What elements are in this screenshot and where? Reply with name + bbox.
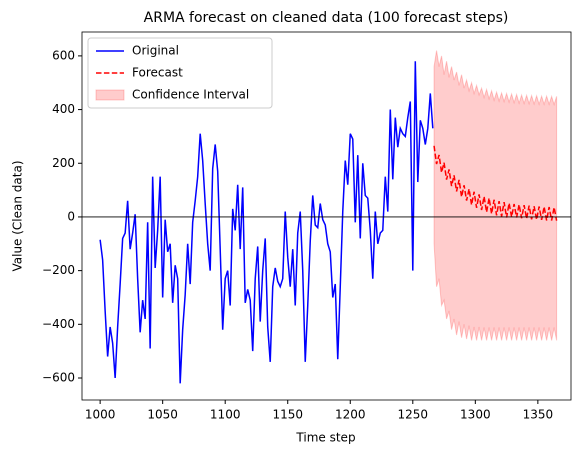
chart-title: ARMA forecast on cleaned data (100 forec… bbox=[144, 10, 509, 26]
x-tick-label: 1100 bbox=[210, 408, 241, 422]
x-tick-label: 1000 bbox=[85, 408, 116, 422]
y-tick-label: 200 bbox=[52, 156, 75, 170]
y-tick-label: 0 bbox=[67, 209, 75, 223]
legend-label: Original bbox=[132, 44, 179, 58]
x-axis-label: Time step bbox=[295, 431, 355, 445]
y-tick-label: 400 bbox=[52, 102, 75, 116]
x-tick-label: 1200 bbox=[335, 408, 366, 422]
y-tick-label: 600 bbox=[52, 48, 75, 62]
legend-box bbox=[87, 37, 273, 109]
y-tick-label: −400 bbox=[42, 317, 75, 331]
x-tick-label: 1350 bbox=[523, 408, 554, 422]
x-tick-label: 1150 bbox=[272, 408, 303, 422]
y-tick-label: −600 bbox=[42, 370, 75, 384]
y-axis-label: Value (Clean data) bbox=[11, 160, 25, 271]
x-tick-label: 1300 bbox=[460, 408, 491, 422]
plot-frame bbox=[81, 31, 572, 401]
legend-label: Forecast bbox=[132, 66, 183, 80]
y-tick-label: −200 bbox=[42, 263, 75, 277]
legend-label: Confidence Interval bbox=[132, 88, 249, 102]
confidence-band bbox=[433, 50, 558, 341]
x-tick-label: 1250 bbox=[398, 408, 429, 422]
data-line bbox=[99, 61, 434, 384]
legend-swatch bbox=[95, 89, 125, 101]
forecast-line bbox=[433, 145, 558, 221]
x-tick-label: 1050 bbox=[147, 408, 178, 422]
